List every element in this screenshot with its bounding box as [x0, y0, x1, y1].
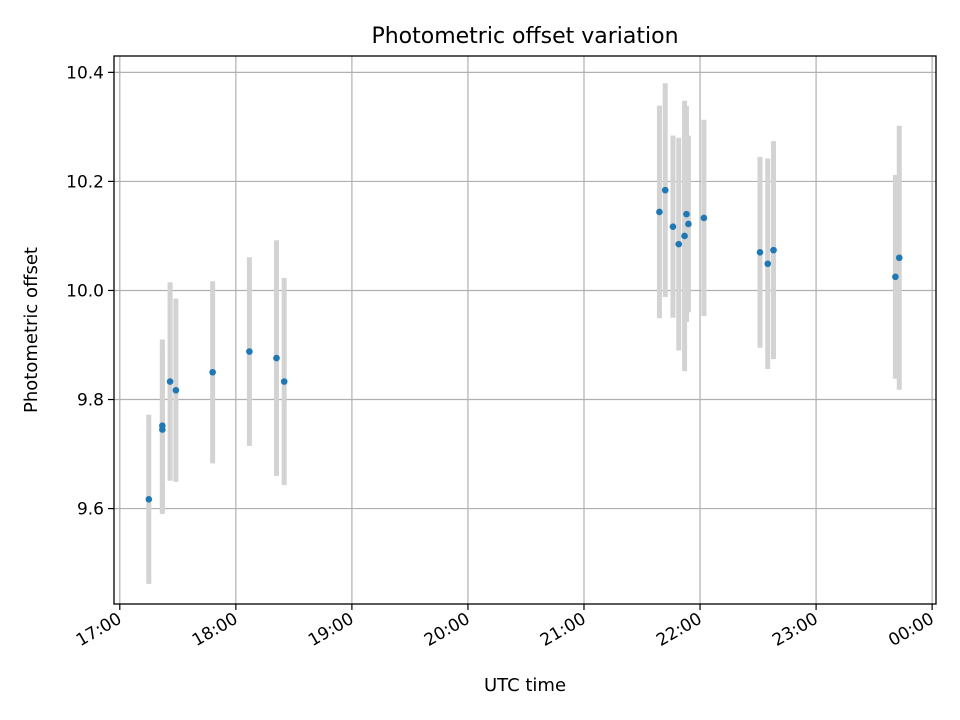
data-point	[166, 378, 174, 385]
data-point	[273, 354, 280, 362]
data-point	[683, 210, 690, 218]
data-point	[685, 220, 692, 228]
y-tick-label: 10.2	[66, 172, 104, 192]
data-point	[764, 260, 772, 268]
data-point	[770, 246, 777, 254]
data-point	[159, 426, 166, 433]
data-point	[895, 254, 903, 262]
data-point	[280, 378, 288, 385]
point-layer	[145, 186, 903, 503]
data-point	[700, 214, 708, 222]
chart-title: Photometric offset variation	[371, 24, 678, 49]
y-tick-label: 9.6	[77, 500, 104, 520]
data-point	[681, 232, 688, 240]
grid-layer	[114, 56, 936, 604]
x-axis-label: UTC time	[484, 675, 566, 696]
data-point	[675, 240, 683, 248]
y-tick-label: 10.4	[66, 63, 104, 83]
data-point	[145, 496, 153, 503]
data-point	[669, 223, 677, 230]
y-axis-label: Photometric offset	[21, 247, 42, 413]
data-point	[661, 186, 669, 194]
y-tick-label: 9.8	[77, 391, 104, 411]
data-point	[246, 348, 253, 355]
data-point	[892, 273, 899, 281]
data-point	[756, 248, 764, 256]
y-tick-label: 10.0	[66, 281, 104, 301]
plot-frame	[113, 55, 937, 605]
data-point	[656, 208, 663, 216]
data-point	[172, 386, 180, 394]
data-point	[209, 368, 216, 376]
